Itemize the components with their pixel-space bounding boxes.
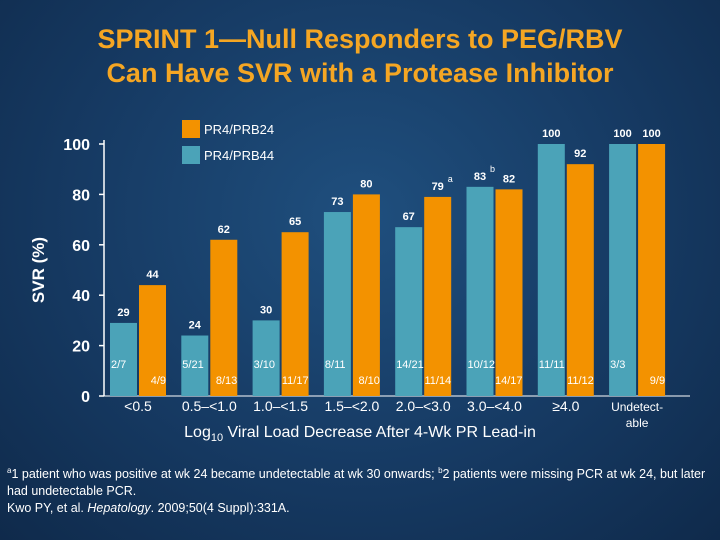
legend-label: PR4/PRB44 — [204, 148, 274, 163]
bar-fraction-label: 2/7 — [111, 359, 126, 371]
category-label: 0.5–<1.0 — [182, 398, 237, 414]
x-axis-title-rest: Viral Load Decrease After 4-Wk PR Lead-i… — [223, 424, 536, 441]
bar-fraction-label: 9/9 — [650, 375, 665, 387]
bar-value-label: 44 — [146, 269, 159, 281]
bar-prb24 — [638, 144, 666, 396]
category-label: 2.0–<3.0 — [396, 398, 451, 414]
bar-fraction-label: 8/13 — [216, 375, 237, 387]
bar-prb24 — [210, 239, 238, 396]
y-tick-label: 20 — [72, 339, 90, 356]
bar-value-label: 100 — [642, 128, 660, 140]
bar-prb24 — [566, 164, 594, 396]
bar-prb24 — [495, 189, 523, 396]
bar-prb44 — [181, 335, 209, 396]
bar-value-label: 67 — [403, 211, 415, 223]
category-label: 1.5–<2.0 — [324, 398, 379, 414]
bar-prb24 — [139, 285, 166, 396]
bar-superscript: a — [448, 174, 453, 184]
bar-fraction-label: 11/14 — [424, 375, 451, 387]
category-label: 1.0–<1.5 — [253, 398, 308, 414]
y-tick-label: 0 — [81, 389, 90, 406]
y-axis-title: SVR (%) — [29, 237, 48, 303]
legend-swatch-prb24 — [182, 120, 200, 138]
bar-value-label: 29 — [117, 307, 129, 319]
bar-value-label: 92 — [574, 148, 586, 160]
bar-value-label: 100 — [613, 128, 631, 140]
x-axis-title-subscript: 10 — [210, 432, 224, 445]
bar-prb24 — [352, 194, 380, 396]
bar-value-label: 100 — [542, 128, 560, 140]
reference-details: . 2009;50(4 Suppl):331A. — [150, 501, 290, 516]
bar-value-label: 82 — [503, 173, 515, 185]
slide-title: SPRINT 1—Null Responders to PEG/RBV Can … — [0, 22, 720, 90]
bar-value-label: 83 — [474, 171, 486, 183]
bar-fraction-label: 5/21 — [182, 359, 203, 371]
bar-prb44 — [252, 320, 280, 396]
bar-fraction-label: 8/10 — [358, 375, 379, 387]
bar-prb44 — [110, 322, 137, 396]
bar-value-label: 73 — [331, 196, 343, 208]
title-line-2: Can Have SVR with a Protease Inhibitor — [106, 58, 614, 88]
reference-authors: Kwo PY, et al. — [7, 501, 88, 516]
bar-value-label: 30 — [260, 304, 272, 316]
footnote-a-mark: a — [7, 466, 12, 475]
bar-fraction-label: 3/10 — [254, 359, 275, 371]
bar-prb44 — [323, 212, 351, 396]
bar-fraction-label: 14/17 — [495, 375, 523, 387]
bar-fraction-label: 11/11 — [539, 359, 565, 371]
bar-prb24 — [281, 232, 309, 396]
category-label: ≥4.0 — [552, 398, 579, 414]
bar-prb44 — [466, 186, 494, 396]
category-label: Undetect- — [611, 400, 663, 414]
x-axis-title-main: Log — [184, 424, 211, 441]
y-tick-label: 80 — [72, 187, 90, 204]
bar-fraction-label: 4/9 — [151, 375, 166, 387]
legend-swatch-prb44 — [182, 146, 200, 164]
title-line-1: SPRINT 1—Null Responders to PEG/RBV — [97, 24, 623, 54]
bar-superscript: b — [490, 164, 495, 174]
bar-prb44 — [395, 227, 423, 396]
bar-prb44 — [609, 144, 637, 396]
reference-journal: Hepatology — [87, 501, 151, 516]
bar-fraction-label: 11/12 — [567, 375, 594, 387]
y-tick-label: 60 — [72, 238, 90, 255]
footnote: a1 patient who was positive at wk 24 bec… — [7, 462, 713, 517]
bar-value-label: 24 — [189, 320, 202, 332]
footnote-b-mark: b — [438, 466, 443, 475]
bar-fraction-label: 10/12 — [468, 359, 496, 371]
bar-prb44 — [537, 144, 565, 396]
y-tick-label: 40 — [72, 288, 90, 305]
bar-fraction-label: 14/21 — [396, 359, 424, 371]
footnote-b-text: 2 patients were missing PCR at wk 24, bu… — [7, 467, 706, 499]
category-label: <0.5 — [124, 398, 152, 414]
bar-value-label: 80 — [360, 178, 372, 190]
category-label: 3.0–<4.0 — [467, 398, 522, 414]
category-label: able — [626, 416, 649, 430]
bar-value-label: 79 — [432, 181, 444, 193]
footnote-a-text: 1 patient who was positive at wk 24 beca… — [11, 467, 439, 482]
bar-fraction-label: 3/3 — [610, 359, 625, 371]
bar-value-label: 65 — [289, 216, 301, 228]
y-tick-label: 100 — [63, 137, 90, 154]
bar-value-label: 62 — [218, 224, 230, 236]
x-axis-title: Log10 Viral Load Decrease After 4-Wk PR … — [150, 424, 570, 444]
legend-label: PR4/PRB24 — [204, 122, 274, 137]
bar-prb24 — [424, 196, 452, 396]
bar-fraction-label: 11/17 — [282, 375, 309, 387]
bar-fraction-label: 8/11 — [325, 359, 346, 371]
